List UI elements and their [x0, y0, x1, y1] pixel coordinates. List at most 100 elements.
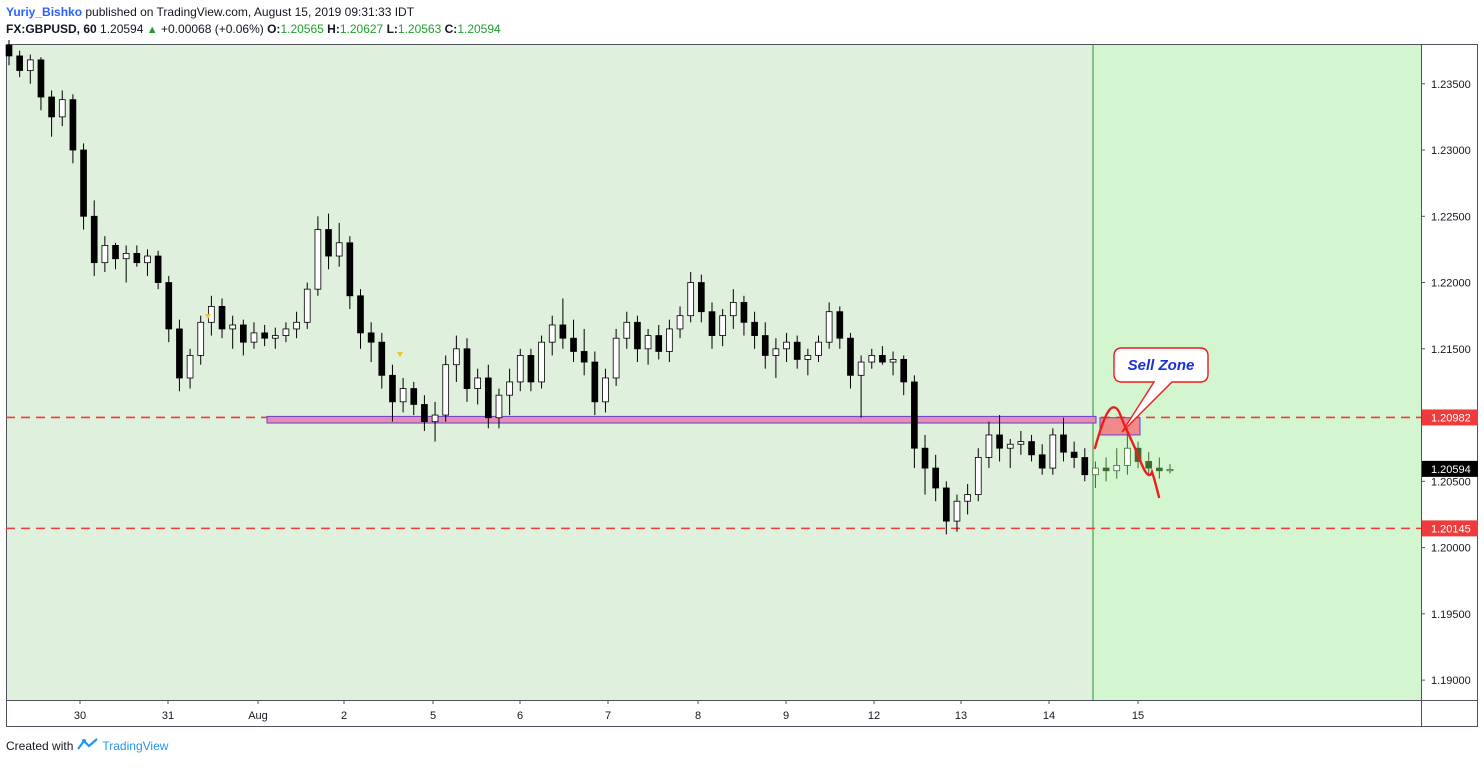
candle	[58, 90, 66, 127]
candle-body	[570, 337, 577, 352]
candle-body	[815, 341, 822, 356]
candle-body	[16, 55, 23, 71]
candle	[1028, 434, 1035, 462]
candle	[1092, 461, 1099, 488]
candle	[165, 275, 173, 343]
candle-body	[495, 394, 503, 419]
candle-body	[889, 359, 897, 363]
candle-body	[1070, 451, 1078, 458]
candle-body	[687, 282, 695, 317]
low-label: L:	[386, 22, 398, 36]
candle	[783, 332, 790, 363]
candle	[367, 322, 375, 363]
candle-body	[1156, 467, 1163, 472]
candle-body	[1113, 465, 1121, 472]
y-tick-label: 1.19000	[1431, 675, 1471, 687]
candle-body	[325, 229, 332, 257]
support-zone-rect	[266, 415, 1097, 424]
history-background	[6, 44, 1093, 700]
candle-body	[602, 377, 609, 403]
candle-body	[378, 341, 386, 376]
candle-body	[133, 252, 141, 264]
candle	[133, 245, 141, 267]
candle	[495, 388, 503, 429]
candle-body	[314, 229, 322, 290]
candle	[932, 454, 939, 502]
level-price-badge	[1422, 409, 1478, 426]
candle	[484, 364, 492, 429]
candle-body	[761, 335, 769, 356]
x-tick-label: 30	[74, 710, 86, 722]
candle	[974, 448, 982, 502]
candle-body	[367, 332, 375, 343]
candle-body	[538, 341, 545, 383]
chart-frame	[6, 44, 1478, 727]
candle-body	[474, 377, 481, 389]
candle	[516, 348, 524, 392]
candle	[506, 368, 513, 416]
candle	[761, 322, 769, 369]
candle-body	[165, 282, 173, 330]
candle	[548, 315, 556, 356]
candle-body	[442, 364, 450, 416]
candle-body	[548, 324, 556, 343]
candle-body	[783, 341, 790, 350]
candle-body	[463, 348, 471, 389]
candle	[591, 351, 599, 416]
candle-body	[634, 321, 641, 350]
publish-text: published on TradingView.com, August 15,…	[85, 5, 415, 19]
candle	[186, 348, 194, 389]
candle	[335, 222, 343, 267]
candle-body	[953, 500, 961, 522]
x-tick-label: Aug	[248, 710, 268, 722]
candle-body	[708, 311, 716, 336]
candle	[250, 322, 258, 349]
candle-body	[69, 99, 77, 151]
candle	[793, 335, 801, 369]
candle	[69, 94, 77, 164]
candle	[644, 328, 652, 365]
candle-body	[282, 328, 290, 336]
candle	[197, 315, 205, 365]
level-price-label: 1.20145	[1431, 523, 1471, 535]
candle	[623, 311, 631, 349]
candle-body	[5, 44, 13, 57]
candle-body	[410, 388, 418, 405]
candle	[889, 351, 897, 376]
x-tick-label: 2	[341, 710, 347, 722]
candle-body	[484, 377, 492, 419]
candle-body	[985, 434, 993, 458]
candle-body	[112, 245, 119, 260]
projection-path	[1093, 406, 1161, 499]
candle-body	[1092, 467, 1099, 476]
candle-body	[26, 59, 34, 71]
y-tick-label: 1.19500	[1431, 609, 1471, 621]
candle-body	[974, 457, 982, 495]
candle-body	[719, 315, 726, 336]
tradingview-brand-link[interactable]: TradingView	[102, 738, 169, 753]
tradingview-logo-icon	[77, 738, 99, 753]
candle	[655, 324, 663, 360]
candle	[314, 216, 322, 296]
candle-body	[921, 447, 929, 469]
marker-triangle-icon	[397, 352, 403, 357]
candle-body	[421, 404, 428, 423]
candle-body	[1081, 457, 1089, 476]
candle-body	[825, 311, 833, 343]
candle	[122, 245, 130, 283]
author-link[interactable]: Yuriy_Bishko	[6, 5, 83, 19]
y-tick-label: 1.20000	[1431, 543, 1471, 555]
candle-body	[261, 332, 268, 339]
candle-body	[154, 255, 162, 283]
candle	[26, 54, 34, 84]
candle	[687, 271, 695, 323]
candle	[964, 483, 971, 515]
symbol: FX:GBPUSD, 60	[6, 22, 97, 36]
high-value: 1.20627	[339, 22, 384, 36]
candle-body	[623, 321, 631, 339]
up-triangle-icon: ▲	[146, 24, 158, 36]
candle	[879, 346, 886, 365]
candle	[538, 335, 545, 389]
